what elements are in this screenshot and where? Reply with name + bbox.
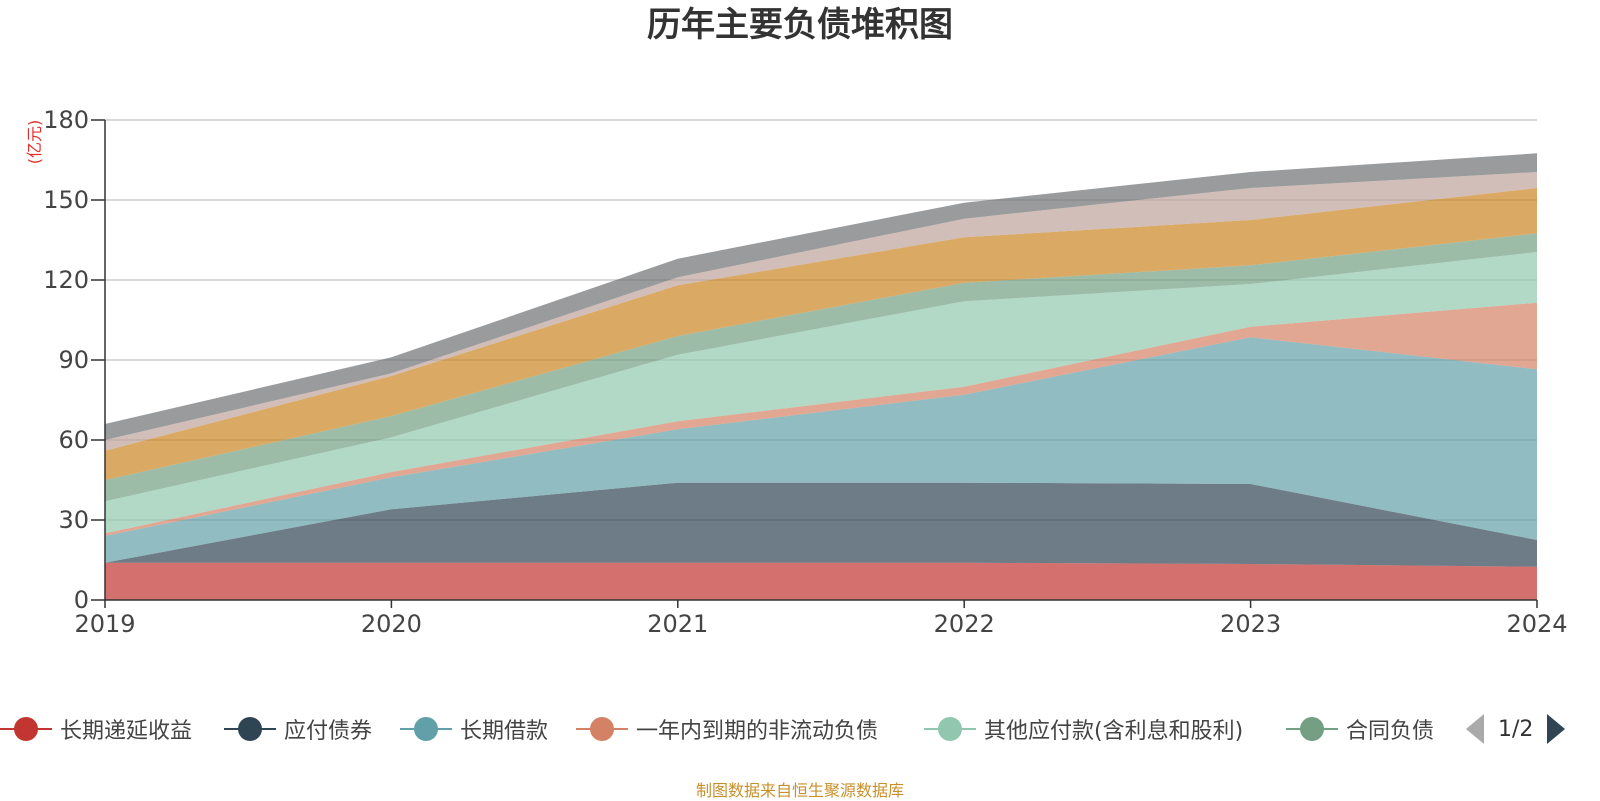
area-series-8[interactable] (105, 172, 1537, 451)
legend-label: 其他应付款(含利息和股利) (984, 719, 1244, 744)
x-tick-label: 2021 (647, 610, 708, 638)
x-tick-label: 2020 (361, 610, 422, 638)
legend-marker-icon (400, 717, 452, 741)
area-series-1[interactable] (105, 562, 1537, 600)
legend-item-5[interactable]: 其他应付款(含利息和股利) (924, 712, 1243, 746)
legend-item-2[interactable]: 应付债券 (224, 712, 372, 746)
legend-marker-icon (576, 717, 628, 741)
chart-title: 历年主要负债堆积图 (647, 5, 953, 45)
legend-label: 长期递延收益 (60, 719, 193, 744)
data-source-note: 制图数据来自恒生聚源数据库 (695, 781, 904, 800)
y-tick-label: 30 (58, 506, 89, 534)
legend-label: 应付债券 (284, 719, 373, 744)
y-tick-label: 60 (58, 426, 89, 454)
legend-item-6[interactable]: 合同负债 (1286, 712, 1434, 746)
legend-prev-page-icon[interactable] (1466, 714, 1484, 744)
y-tick-label: 90 (58, 346, 89, 374)
area-series-3[interactable] (105, 337, 1537, 563)
legend-label: 合同负债 (1346, 719, 1435, 744)
y-tick-label: 150 (43, 186, 89, 214)
legend-item-1[interactable]: 长期递延收益 (0, 712, 192, 746)
legend-marker-icon (924, 717, 976, 741)
legend-items: 长期递延收益 应付债券 长期借款 一年内到期的非流动负债 其他应付款(含利息和股利) 合同… (0, 712, 1462, 746)
legend-marker-icon (0, 717, 52, 741)
area-series-7[interactable] (105, 188, 1537, 480)
x-tick-label: 2022 (934, 610, 995, 638)
legend-item-3[interactable]: 长期借款 (400, 712, 548, 746)
area-series-2[interactable] (105, 482, 1537, 567)
legend-label: 长期借款 (460, 719, 549, 744)
area-series-5[interactable] (105, 252, 1537, 534)
y-tick-label: 120 (43, 266, 89, 294)
y-tick-label: 0 (74, 586, 89, 614)
legend-marker-icon (1286, 717, 1338, 741)
y-axis-unit: (亿元) (25, 120, 44, 165)
y-tick-label: 180 (43, 106, 89, 134)
x-tick-label: 2024 (1506, 610, 1567, 638)
x-tick-label: 2019 (74, 610, 135, 638)
legend-next-page-icon[interactable] (1547, 714, 1566, 744)
legend-pager: 1/2 (1466, 712, 1566, 746)
legend-marker-icon (224, 717, 276, 741)
area-series-6[interactable] (105, 233, 1537, 502)
area-series-4[interactable] (105, 302, 1537, 536)
legend-label: 一年内到期的非流动负债 (636, 719, 879, 744)
legend-page-indicator: 1/2 (1498, 716, 1534, 742)
legend-item-4[interactable]: 一年内到期的非流动负债 (576, 712, 878, 746)
x-tick-label: 2023 (1220, 610, 1281, 638)
legend: 长期递延收益 应付债券 长期借款 一年内到期的非流动负债 其他应付款(含利息和股利) 合同… (0, 712, 1600, 746)
